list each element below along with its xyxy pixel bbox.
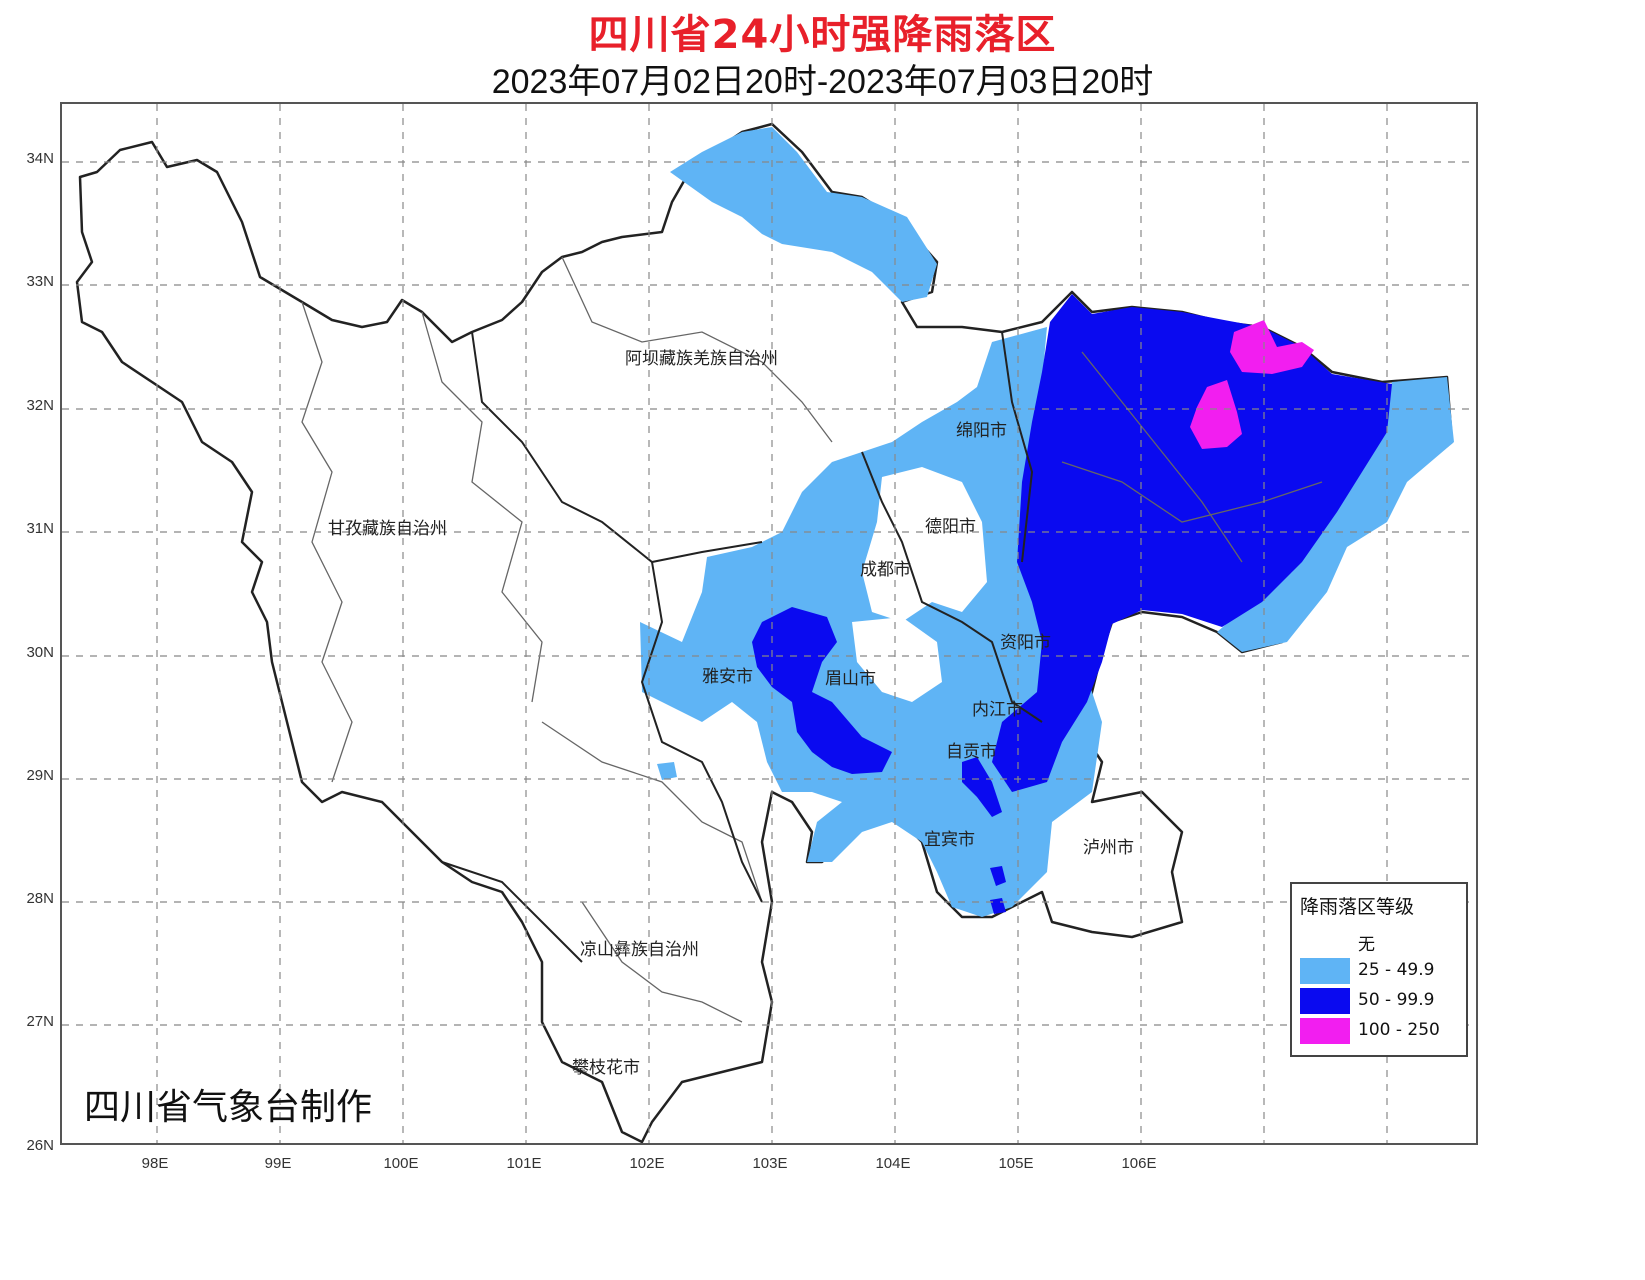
lat-label-34n: 34N <box>26 150 54 167</box>
map-subtitle-time-range: 2023年07月02日20时-2023年07月03日20时 <box>491 63 1154 101</box>
legend-label-100-250: 100 - 250 <box>1358 1020 1440 1040</box>
lon-label-103e: 103E <box>752 1155 788 1172</box>
label-mianyang-city: 绵阳市 <box>956 421 1007 441</box>
lon-label-101e: 101E <box>506 1155 542 1172</box>
lon-label-98e: 98E <box>141 1155 169 1172</box>
label-chengdu-city: 成都市 <box>860 560 911 580</box>
lat-label-31n: 31N <box>26 520 54 537</box>
rainfall-zone-50-99 <box>752 294 1392 914</box>
legend-swatch-50-99 <box>1300 988 1350 1014</box>
lon-label-104e: 104E <box>875 1155 911 1172</box>
lon-label-106e: 106E <box>1121 1155 1157 1172</box>
legend-label-50-99: 50 - 99.9 <box>1358 990 1435 1010</box>
lat-label-29n: 29N <box>26 767 54 784</box>
sichuan-rainfall-map <box>62 104 1476 1143</box>
lat-label-33n: 33N <box>26 273 54 290</box>
lon-label-102e: 102E <box>629 1155 665 1172</box>
lat-label-26n: 26N <box>26 1137 54 1154</box>
label-yaan-city: 雅安市 <box>702 667 753 687</box>
map-frame <box>60 102 1478 1145</box>
legend-swatch-100-250 <box>1300 1018 1350 1044</box>
legend-label-none: 无 <box>1358 935 1375 955</box>
label-panzhihua-city: 攀枝花市 <box>572 1058 640 1078</box>
label-meishan-city: 眉山市 <box>825 669 876 689</box>
legend-item-50-99: 50 - 99.9 <box>1300 988 1465 1014</box>
label-ziyang-city: 资阳市 <box>1000 633 1051 653</box>
lon-label-99e: 99E <box>264 1155 292 1172</box>
label-ganzi-prefecture: 甘孜藏族自治州 <box>328 519 447 539</box>
lat-label-30n: 30N <box>26 644 54 661</box>
legend-label-25-49: 25 - 49.9 <box>1358 960 1435 980</box>
lon-label-105e: 105E <box>998 1155 1034 1172</box>
label-deyang-city: 德阳市 <box>925 517 976 537</box>
lat-label-27n: 27N <box>26 1013 54 1030</box>
graticule <box>62 104 1476 1143</box>
lat-label-28n: 28N <box>26 890 54 907</box>
legend-swatch-25-49 <box>1300 958 1350 984</box>
county-boundaries <box>301 256 1323 1023</box>
label-aba-prefecture: 阿坝藏族羌族自治州 <box>625 349 778 369</box>
legend-swatch-none <box>1300 928 1350 954</box>
legend-item-100-250: 100 - 250 <box>1300 1018 1465 1044</box>
legend-item-none: 无 <box>1300 928 1465 955</box>
rainfall-zone-100-250 <box>1190 320 1314 449</box>
legend-item-25-49: 25 - 49.9 <box>1300 958 1465 984</box>
legend-title: 降雨落区等级 <box>1300 896 1415 918</box>
label-liangshan-prefecture: 凉山彝族自治州 <box>580 940 699 960</box>
lon-label-100e: 100E <box>383 1155 419 1172</box>
label-neijiang-city: 内江市 <box>972 700 1023 720</box>
lat-label-32n: 32N <box>26 397 54 414</box>
legend-box: 降雨落区等级 无 25 - 49.9 50 - 99.9 100 - 250 <box>1290 882 1468 1057</box>
map-title: 四川省24小时强降雨落区 <box>588 12 1057 58</box>
label-zigong-city: 自贡市 <box>946 742 997 762</box>
credit-text: 四川省气象台制作 <box>84 1087 373 1128</box>
label-luzhou-city: 泸州市 <box>1083 838 1134 858</box>
no-rain-holes <box>852 467 987 702</box>
label-yibin-city: 宜宾市 <box>924 830 975 850</box>
